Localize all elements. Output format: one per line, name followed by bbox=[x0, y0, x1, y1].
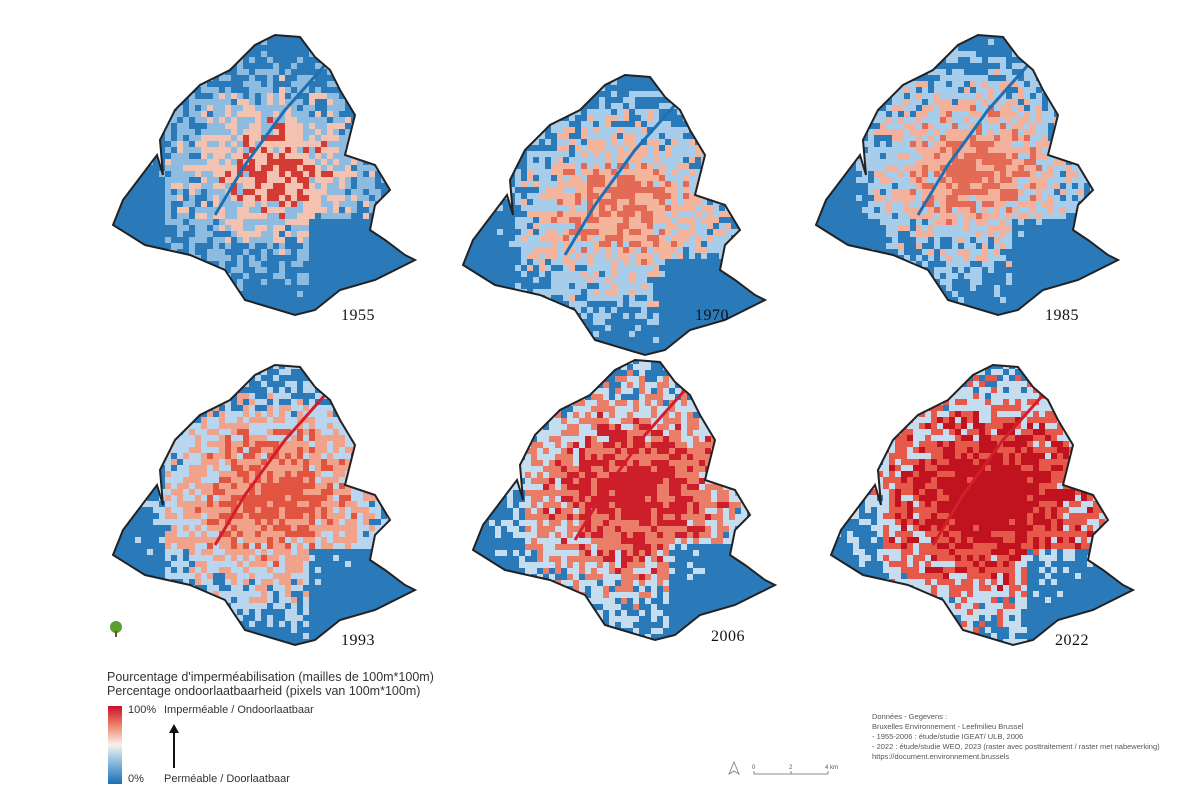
impermeability-map bbox=[471, 358, 778, 642]
region-boundary bbox=[471, 358, 778, 642]
scale-label-0: 0 bbox=[752, 765, 756, 771]
source-line: - 1955-2006 : étude/studie IGEAT/ ULB, 2… bbox=[872, 732, 1024, 741]
source-line: Bruxelles Environnement - Leefmilieu Bru… bbox=[872, 722, 1024, 731]
tree-icon bbox=[108, 620, 124, 643]
legend-max-label: Imperméable / Ondoorlaatbaar bbox=[164, 704, 314, 716]
impermeability-map bbox=[814, 33, 1121, 317]
source-line: https://document.environnement.brussels bbox=[872, 752, 1010, 761]
map-panel-1955: 1955 bbox=[105, 15, 435, 325]
year-label: 2022 bbox=[1055, 632, 1089, 649]
impermeability-map bbox=[111, 363, 418, 647]
legend-min-label: Perméable / Doorlaatbaar bbox=[164, 773, 290, 785]
year-label: 1970 bbox=[695, 307, 729, 324]
region-boundary bbox=[111, 33, 418, 317]
impermeability-map bbox=[829, 363, 1136, 647]
canal-line bbox=[931, 394, 1045, 546]
region-boundary bbox=[829, 363, 1136, 647]
scale-bar: 0 2 4 km bbox=[728, 760, 858, 785]
north-arrow-icon bbox=[728, 760, 740, 775]
region-boundary bbox=[461, 73, 768, 357]
canal-line bbox=[563, 104, 677, 256]
legend-title: Pourcentage d'imperméabilisation (maille… bbox=[107, 670, 434, 698]
impermeability-map bbox=[461, 73, 768, 357]
legend-title-nl: Percentage ondoorlaatbaarheid (pixels va… bbox=[107, 684, 421, 698]
region-boundary bbox=[814, 33, 1121, 317]
legend-max-value: 100% bbox=[128, 704, 157, 716]
data-source: Données - Gegevens : Bruxelles Environne… bbox=[872, 712, 1192, 762]
map-panel-2022: 2022 bbox=[823, 345, 1153, 655]
up-arrow-icon bbox=[168, 724, 180, 773]
year-label: 2006 bbox=[711, 628, 745, 645]
impermeability-map bbox=[111, 33, 418, 317]
canal-line bbox=[213, 394, 327, 546]
canal-line bbox=[213, 64, 327, 216]
year-label: 1993 bbox=[341, 632, 375, 649]
year-label: 1955 bbox=[341, 307, 375, 324]
year-label: 1985 bbox=[1045, 307, 1079, 324]
legend-title-fr: Pourcentage d'imperméabilisation (maille… bbox=[107, 670, 434, 684]
map-panel-1993: 1993 bbox=[105, 345, 435, 655]
legend-min-value: 0% bbox=[128, 773, 144, 785]
region-boundary bbox=[111, 363, 418, 647]
canal-line bbox=[573, 389, 687, 541]
source-line: Données - Gegevens : bbox=[872, 712, 948, 721]
map-panel-1985: 1985 bbox=[808, 15, 1138, 325]
scale-label-2: 2 bbox=[789, 765, 793, 771]
map-panel-2006: 2006 bbox=[465, 340, 795, 650]
scale-label-4: 4 km bbox=[825, 765, 838, 771]
map-panel-1970: 1970 bbox=[455, 55, 785, 365]
color-ramp bbox=[108, 706, 122, 784]
canal-line bbox=[916, 64, 1030, 216]
source-line: - 2022 : étude/studie WEO, 2023 (raster … bbox=[872, 742, 1160, 751]
